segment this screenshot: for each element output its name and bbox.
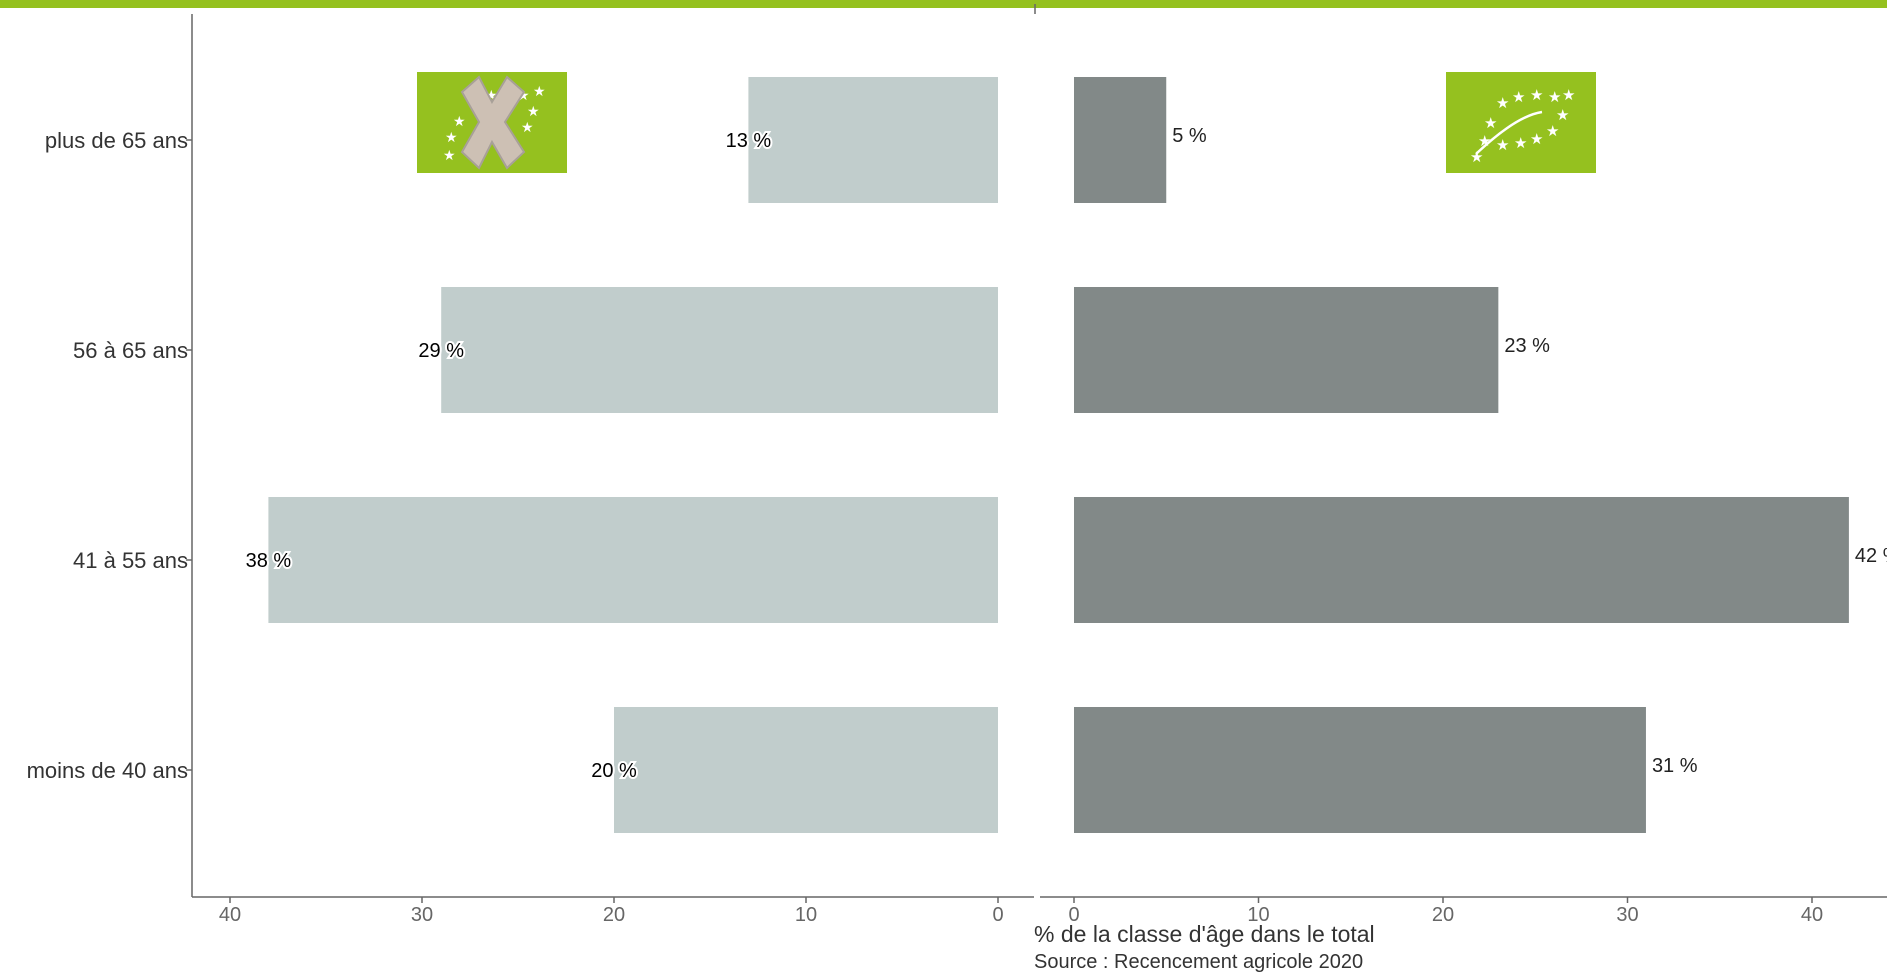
left-panel: 13 % 29 % 38 % 20 % 40 30 20 10 0 plus de 65 an… xyxy=(27,4,1036,926)
category-label: moins de 40 ans xyxy=(27,758,188,783)
left-x-tick-label: 10 xyxy=(795,904,817,926)
category-label: plus de 65 ans xyxy=(45,128,188,153)
right-data-labels: 5 % 23 % 42 % 31 % xyxy=(1172,125,1887,777)
right-panel: 5 % 23 % 42 % 31 % 0 10 20 30 40 ★ ★ ★ ★ ★ ★ ★ … xyxy=(1040,72,1887,926)
category-labels: plus de 65 ans 56 à 65 ans 41 à 55 ans moin… xyxy=(27,128,192,783)
right-data-label: 23 % xyxy=(1504,335,1550,357)
top-accent-bar xyxy=(0,0,1887,8)
right-data-label: 31 % xyxy=(1652,755,1698,777)
svg-text:★: ★ xyxy=(1514,134,1527,152)
left-data-label: 13 % xyxy=(726,130,772,152)
right-bar xyxy=(1074,497,1849,623)
svg-text:★: ★ xyxy=(521,120,534,136)
svg-text:★: ★ xyxy=(527,104,540,120)
right-data-label: 42 % xyxy=(1855,545,1887,567)
right-bars xyxy=(1074,77,1849,833)
left-data-labels: 13 % 29 % 38 % 20 % xyxy=(244,128,774,784)
left-data-label: 38 % xyxy=(246,550,292,572)
right-bar xyxy=(1074,287,1499,413)
left-bar xyxy=(441,287,998,413)
right-x-tick-label: 0 xyxy=(1068,904,1079,926)
left-data-label: 29 % xyxy=(418,340,464,362)
left-bar xyxy=(748,77,998,203)
left-x-tick-label: 0 xyxy=(992,904,1003,926)
right-bar xyxy=(1074,707,1646,833)
svg-text:★: ★ xyxy=(1470,148,1483,166)
right-x-tick-label: 20 xyxy=(1432,904,1454,926)
right-bar xyxy=(1074,77,1167,203)
svg-text:★: ★ xyxy=(445,130,458,146)
svg-text:★: ★ xyxy=(1530,130,1543,148)
right-x-tick-label: 30 xyxy=(1616,904,1638,926)
svg-text:★: ★ xyxy=(1496,136,1509,154)
category-label: 41 à 55 ans xyxy=(73,548,188,573)
left-bar xyxy=(614,707,998,833)
svg-text:★: ★ xyxy=(1530,86,1543,104)
x-axis-title: % de la classe d'âge dans le total xyxy=(1034,921,1375,947)
left-bars xyxy=(268,77,998,833)
svg-text:★: ★ xyxy=(1556,106,1569,124)
svg-text:★: ★ xyxy=(453,114,466,130)
left-data-label: 20 % xyxy=(591,760,637,782)
crossed-organic-eu-leaf-icon: ★ ★ ★ ★ ★ ★ ★ ★ ★ ★ xyxy=(417,72,567,173)
svg-text:★: ★ xyxy=(1546,122,1559,140)
svg-text:★: ★ xyxy=(443,148,456,164)
svg-text:★: ★ xyxy=(1562,86,1575,104)
right-data-label: 5 % xyxy=(1172,125,1207,147)
left-x-tick-label: 30 xyxy=(411,904,433,926)
svg-text:★: ★ xyxy=(1512,88,1525,106)
source-note: Source : Recencement agricole 2020 xyxy=(1034,951,1364,973)
svg-text:★: ★ xyxy=(1548,88,1561,106)
left-x-ticks: 40 30 20 10 0 xyxy=(219,897,1004,926)
left-x-tick-label: 20 xyxy=(603,904,625,926)
right-x-tick-label: 40 xyxy=(1801,904,1823,926)
right-x-tick-label: 10 xyxy=(1247,904,1269,926)
organic-eu-leaf-icon: ★ ★ ★ ★ ★ ★ ★ ★ ★ ★ ★ ★ ★ xyxy=(1446,72,1596,173)
right-x-ticks: 0 10 20 30 40 xyxy=(1068,897,1823,926)
svg-text:★: ★ xyxy=(1484,114,1497,132)
left-bar xyxy=(268,497,998,623)
svg-text:★: ★ xyxy=(1496,94,1509,112)
svg-text:★: ★ xyxy=(533,84,546,100)
left-x-tick-label: 40 xyxy=(219,904,241,926)
svg-text:★: ★ xyxy=(1478,132,1491,150)
category-label: 56 à 65 ans xyxy=(73,338,188,363)
